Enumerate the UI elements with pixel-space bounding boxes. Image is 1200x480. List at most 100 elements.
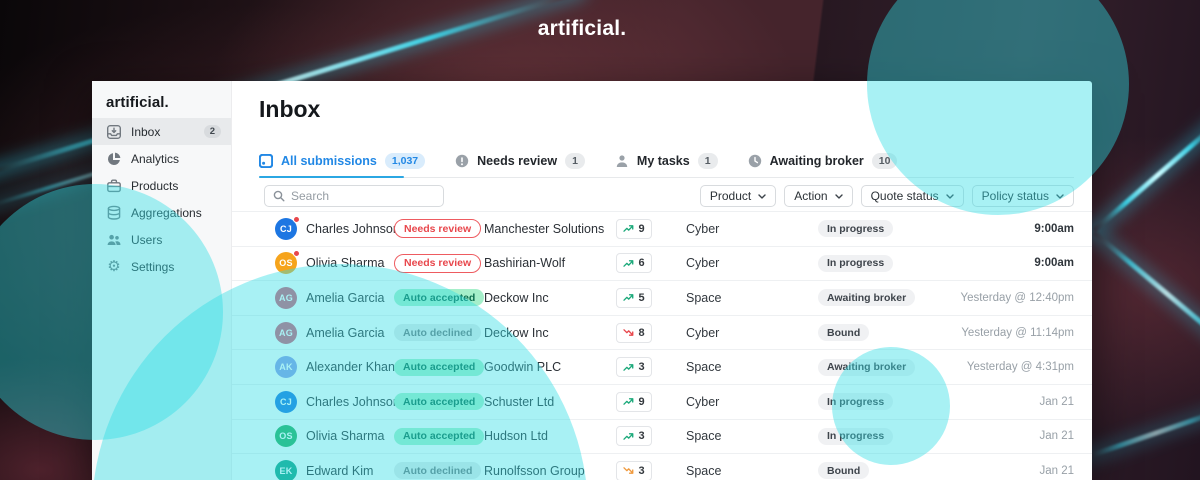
trend-arrow-icon (623, 467, 634, 475)
sidebar-item-label: Analytics (131, 151, 180, 166)
company-name: Deckow Inc (484, 290, 549, 305)
sidebar-logo: artificial. (106, 94, 169, 111)
tab-bar: All submissions 1,037 Needs review 1 My … (259, 148, 1074, 173)
filter-group: Product Action Quote status Policy statu… (699, 185, 1074, 207)
table-row[interactable]: AK Alexander Khan Auto accepted Goodwin … (232, 349, 1092, 384)
timestamp: Yesterday @ 12:40pm (960, 291, 1074, 304)
avatar: AK (275, 356, 297, 379)
risk-score-box: 8 (616, 322, 652, 343)
unread-dot (293, 215, 300, 223)
trend-arrow-icon (623, 225, 634, 233)
status-badge: In progress (818, 393, 894, 411)
sidebar-item-inbox[interactable]: Inbox 2 (92, 118, 231, 145)
company-name: Schuster Ltd (484, 394, 555, 409)
sidebar-item-aggregations[interactable]: Aggregations (92, 199, 231, 226)
timestamp: Yesterday @ 4:31pm (966, 361, 1074, 374)
action-badge: Auto accepted (394, 393, 485, 411)
page-title: Inbox (259, 96, 321, 122)
avatar: CJ (275, 390, 297, 413)
avatar: AG (275, 286, 297, 309)
tab-my-tasks[interactable]: My tasks 1 (615, 152, 718, 169)
avatar: OS (275, 250, 300, 275)
chevron-down-icon (945, 193, 954, 199)
main-content: Inbox All submissions 1,037 Needs review… (232, 81, 1092, 480)
sidebar-item-label: Products (131, 178, 179, 193)
policy-status-filter-button[interactable]: Policy status (971, 185, 1074, 207)
tab-count-badge: 1,037 (384, 152, 426, 169)
trend-arrow-icon (623, 260, 634, 267)
search-icon (273, 190, 285, 202)
product-type: Cyber (686, 325, 720, 340)
risk-score-box: 9 (616, 218, 652, 239)
app-window: artificial. Inbox 2 Analytics (92, 81, 1092, 480)
submissions-icon (259, 153, 273, 168)
product-type: Space (686, 290, 722, 305)
tab-awaiting-broker[interactable]: Awaiting broker 10 (748, 152, 898, 169)
table-row[interactable]: CJ Charles Johnson Needs review Manchest… (232, 211, 1092, 246)
timestamp: Jan 21 (1039, 430, 1074, 443)
product-type: Space (686, 429, 722, 444)
action-filter-button[interactable]: Action (784, 185, 853, 207)
product-type: Cyber (686, 256, 720, 271)
tab-count-badge: 1 (697, 152, 718, 169)
table-row[interactable]: CJ Charles Johnson Auto accepted Schuste… (232, 383, 1092, 419)
neon-streak (1092, 117, 1200, 233)
product-filter-button[interactable]: Product (699, 185, 777, 207)
assignee-name: Amelia Garcia (306, 325, 385, 340)
risk-score-box: 3 (616, 357, 652, 378)
search-field[interactable] (291, 189, 435, 203)
table-row[interactable]: AG Amelia Garcia Auto accepted Deckow In… (232, 280, 1092, 315)
timestamp: Jan 21 (1039, 464, 1074, 477)
tab-needs-review[interactable]: Needs review 1 (455, 152, 585, 169)
timestamp: Yesterday @ 11:14pm (961, 326, 1074, 339)
sidebar-item-analytics[interactable]: Analytics (92, 145, 231, 172)
avatar: AG (275, 321, 297, 344)
sidebar-item-settings[interactable]: ⚙ Settings (92, 253, 231, 280)
risk-score-box: 5 (616, 287, 652, 308)
briefcase-icon (106, 178, 122, 194)
sidebar-inbox-count-badge: 2 (203, 125, 221, 138)
action-badge: Needs review (394, 219, 482, 239)
table-row[interactable]: AG Amelia Garcia Auto declined Deckow In… (232, 314, 1092, 350)
chevron-down-icon (834, 193, 843, 199)
pie-chart-icon (106, 151, 122, 167)
product-type: Cyber (686, 394, 720, 409)
avatar: OS (275, 425, 297, 448)
tabs-divider (259, 177, 1074, 178)
tab-label: All submissions (281, 153, 377, 168)
table-row[interactable]: EK Edward Kim Auto declined Runolfsson G… (232, 453, 1092, 480)
status-badge: Bound (818, 462, 870, 480)
sidebar-item-users[interactable]: Users (92, 226, 231, 253)
trend-arrow-icon (623, 363, 634, 371)
tab-count-badge: 10 (871, 152, 898, 169)
tab-label: Awaiting broker (769, 153, 864, 168)
timestamp: 9:00am (1034, 257, 1074, 270)
action-badge: Auto accepted (394, 289, 485, 307)
users-icon (106, 232, 122, 248)
trend-arrow-icon (623, 329, 634, 336)
product-type: Cyber (686, 221, 720, 236)
gear-icon: ⚙ (107, 258, 121, 275)
unread-dot (293, 250, 300, 258)
inbox-tray-icon (106, 124, 122, 140)
company-name: Runolfsson Group (484, 463, 585, 478)
assignee-name: Alexander Khan (306, 360, 395, 375)
action-badge: Auto accepted (394, 427, 485, 445)
neon-streak (1084, 406, 1200, 460)
search-input[interactable] (264, 185, 444, 207)
action-badge: Auto declined (394, 324, 482, 342)
action-badge: Auto accepted (394, 358, 485, 376)
table-row[interactable]: OS Olivia Sharma Needs review Bashirian-… (232, 245, 1092, 281)
timestamp: Jan 21 (1039, 395, 1074, 408)
table-row[interactable]: OS Olivia Sharma Auto accepted Hudson Lt… (232, 418, 1092, 454)
tab-all-submissions[interactable]: All submissions 1,037 (259, 152, 426, 169)
status-badge: In progress (818, 220, 894, 238)
risk-score-box: 3 (616, 426, 652, 447)
company-name: Goodwin PLC (484, 360, 562, 375)
sidebar-item-products[interactable]: Products (92, 172, 231, 199)
trend-arrow-icon (623, 398, 634, 406)
quote-status-filter-button[interactable]: Quote status (860, 185, 964, 207)
sidebar-nav: Inbox 2 Analytics Products (92, 118, 231, 280)
sidebar-item-label: Inbox (131, 124, 161, 139)
tab-label: Needs review (477, 153, 558, 168)
